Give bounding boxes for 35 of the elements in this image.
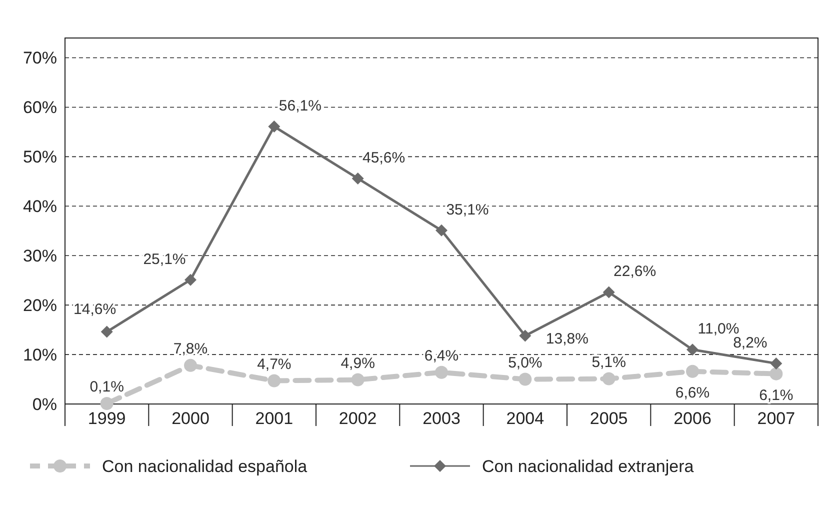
y-tick-label: 70% xyxy=(22,48,57,68)
data-label: 0,1% xyxy=(90,378,124,396)
x-tick-label: 2000 xyxy=(172,409,210,428)
x-tick-label: 2006 xyxy=(674,409,712,428)
y-tick-label: 40% xyxy=(22,197,57,216)
data-label: 6,4% xyxy=(424,347,459,364)
data-label: 22,6% xyxy=(614,263,656,280)
x-tick-label: 2001 xyxy=(255,409,294,428)
y-tick-label: 20% xyxy=(22,296,57,316)
x-tick-label: 2007 xyxy=(757,409,796,428)
legend-label: Con nacionalidad extranjera xyxy=(482,456,694,476)
data-label: 6,6% xyxy=(675,384,710,402)
data-label: 6,1% xyxy=(759,386,794,404)
data-label: 5,0% xyxy=(508,354,542,372)
y-tick-label: 30% xyxy=(22,246,57,266)
data-label: 5,1% xyxy=(592,354,626,371)
y-tick-label: 50% xyxy=(22,148,57,167)
data-label: 35,1% xyxy=(446,201,489,218)
data-label: 56,1% xyxy=(278,98,322,115)
y-tick-label: 0% xyxy=(32,394,57,414)
y-tick-label: 10% xyxy=(22,345,57,364)
data-label: 45,6% xyxy=(362,149,406,166)
data-label: 13,8% xyxy=(546,330,588,348)
x-tick-label: 2005 xyxy=(590,409,628,428)
y-tick-label: 60% xyxy=(22,98,57,118)
x-tick-label: 2004 xyxy=(506,409,544,428)
data-label: 4,7% xyxy=(257,356,292,373)
data-label: 4,9% xyxy=(340,354,375,372)
data-label: 25,1% xyxy=(143,250,186,268)
legend-label: Con nacionalidad española xyxy=(102,456,308,476)
x-tick-label: 2003 xyxy=(422,409,460,428)
x-tick-label: 2002 xyxy=(338,409,377,428)
data-label: 7,8% xyxy=(173,340,208,358)
data-label: 14,6% xyxy=(74,300,116,318)
x-tick-label: 1999 xyxy=(88,409,126,428)
